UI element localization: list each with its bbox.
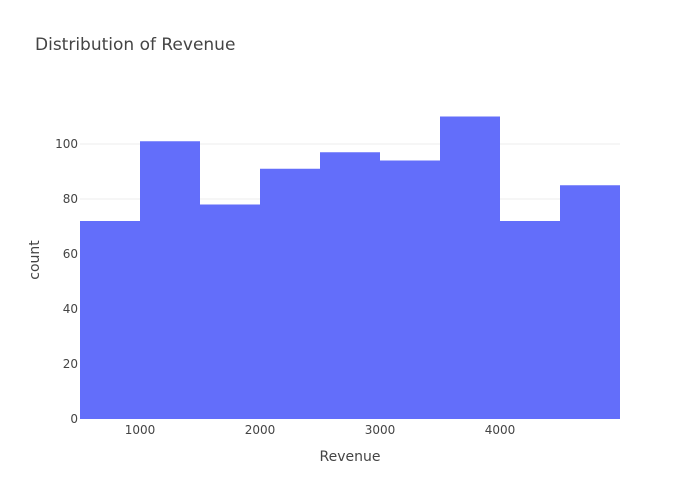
y-tick-label: 80 — [63, 192, 78, 206]
bars-layer — [80, 116, 620, 420]
histogram-bar[interactable] — [440, 116, 500, 420]
x-axis-title: Revenue — [320, 449, 381, 465]
x-axis-ticks: 1000 2000 3000 4000 — [125, 423, 516, 437]
y-tick-label: 100 — [55, 137, 78, 151]
x-tick-label: 4000 — [485, 423, 516, 437]
y-axis-title: count — [27, 240, 43, 280]
y-tick-label: 0 — [70, 412, 78, 426]
histogram-bar[interactable] — [560, 185, 620, 419]
y-tick-label: 40 — [63, 302, 78, 316]
x-tick-label: 2000 — [245, 423, 276, 437]
y-tick-label: 60 — [63, 247, 78, 261]
histogram-bar[interactable] — [80, 221, 140, 419]
x-tick-label: 1000 — [125, 423, 156, 437]
y-tick-label: 20 — [63, 357, 78, 371]
chart-title: Distribution of Revenue — [35, 35, 235, 55]
x-tick-label: 3000 — [365, 423, 396, 437]
y-axis-ticks: 0 20 40 60 80 100 — [55, 137, 78, 426]
histogram-bar[interactable] — [200, 204, 260, 420]
histogram-bar[interactable] — [320, 152, 380, 419]
histogram-bar[interactable] — [260, 168, 320, 419]
histogram-bar[interactable] — [140, 141, 200, 419]
histogram-bar[interactable] — [500, 221, 560, 419]
histogram-bar[interactable] — [380, 160, 440, 420]
